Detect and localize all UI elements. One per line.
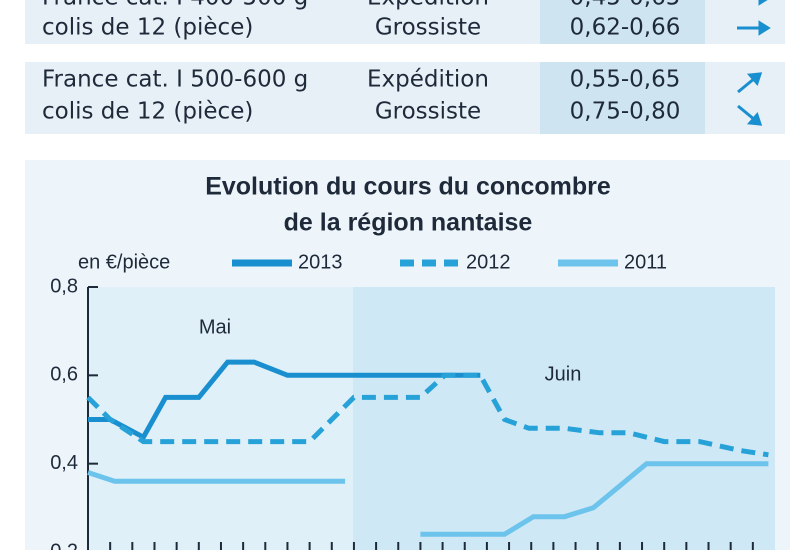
value-column <box>540 0 705 45</box>
y-tick-label: 0,8 <box>50 275 78 297</box>
table-cell: France cat. I 400-500 g <box>42 0 308 11</box>
table-cell: 0,45-0,65 <box>570 0 681 11</box>
y-tick-label: 0,6 <box>50 364 78 386</box>
month-label: Mai <box>199 316 231 338</box>
unit-label: en €/pièce <box>78 251 170 273</box>
table-cell: Expédition <box>367 67 489 93</box>
series-line <box>88 359 481 441</box>
month-band <box>353 287 775 550</box>
table-cell: Grossiste <box>375 99 481 125</box>
chart-subtitle: de la région nantaise <box>284 209 533 237</box>
y-tick-label: 0,4 <box>50 452 78 474</box>
series-line <box>86 372 769 458</box>
table-cell: colis de 12 (pièce) <box>42 15 253 41</box>
chart-title: Evolution du cours du concombre <box>205 173 611 201</box>
table-cell: 0,55-0,65 <box>570 67 681 93</box>
series-line <box>87 461 769 537</box>
legend-label: 2011 <box>624 251 667 273</box>
trend-arrows <box>737 0 771 126</box>
table-cell: colis de 12 (pièce) <box>42 99 253 125</box>
table-cell: Grossiste <box>375 15 481 41</box>
y-tick-label: 0,2 <box>50 540 78 550</box>
table-cell: France cat. I 500-600 g <box>42 67 308 93</box>
legend-label: 2012 <box>466 251 511 273</box>
legend-label: 2013 <box>298 251 343 273</box>
table-cell: 0,75-0,80 <box>570 99 681 125</box>
month-label: Juin <box>545 363 582 385</box>
table-cell: Expédition <box>367 0 489 11</box>
table-cell: 0,62-0,66 <box>570 15 681 41</box>
value-column <box>540 62 705 134</box>
